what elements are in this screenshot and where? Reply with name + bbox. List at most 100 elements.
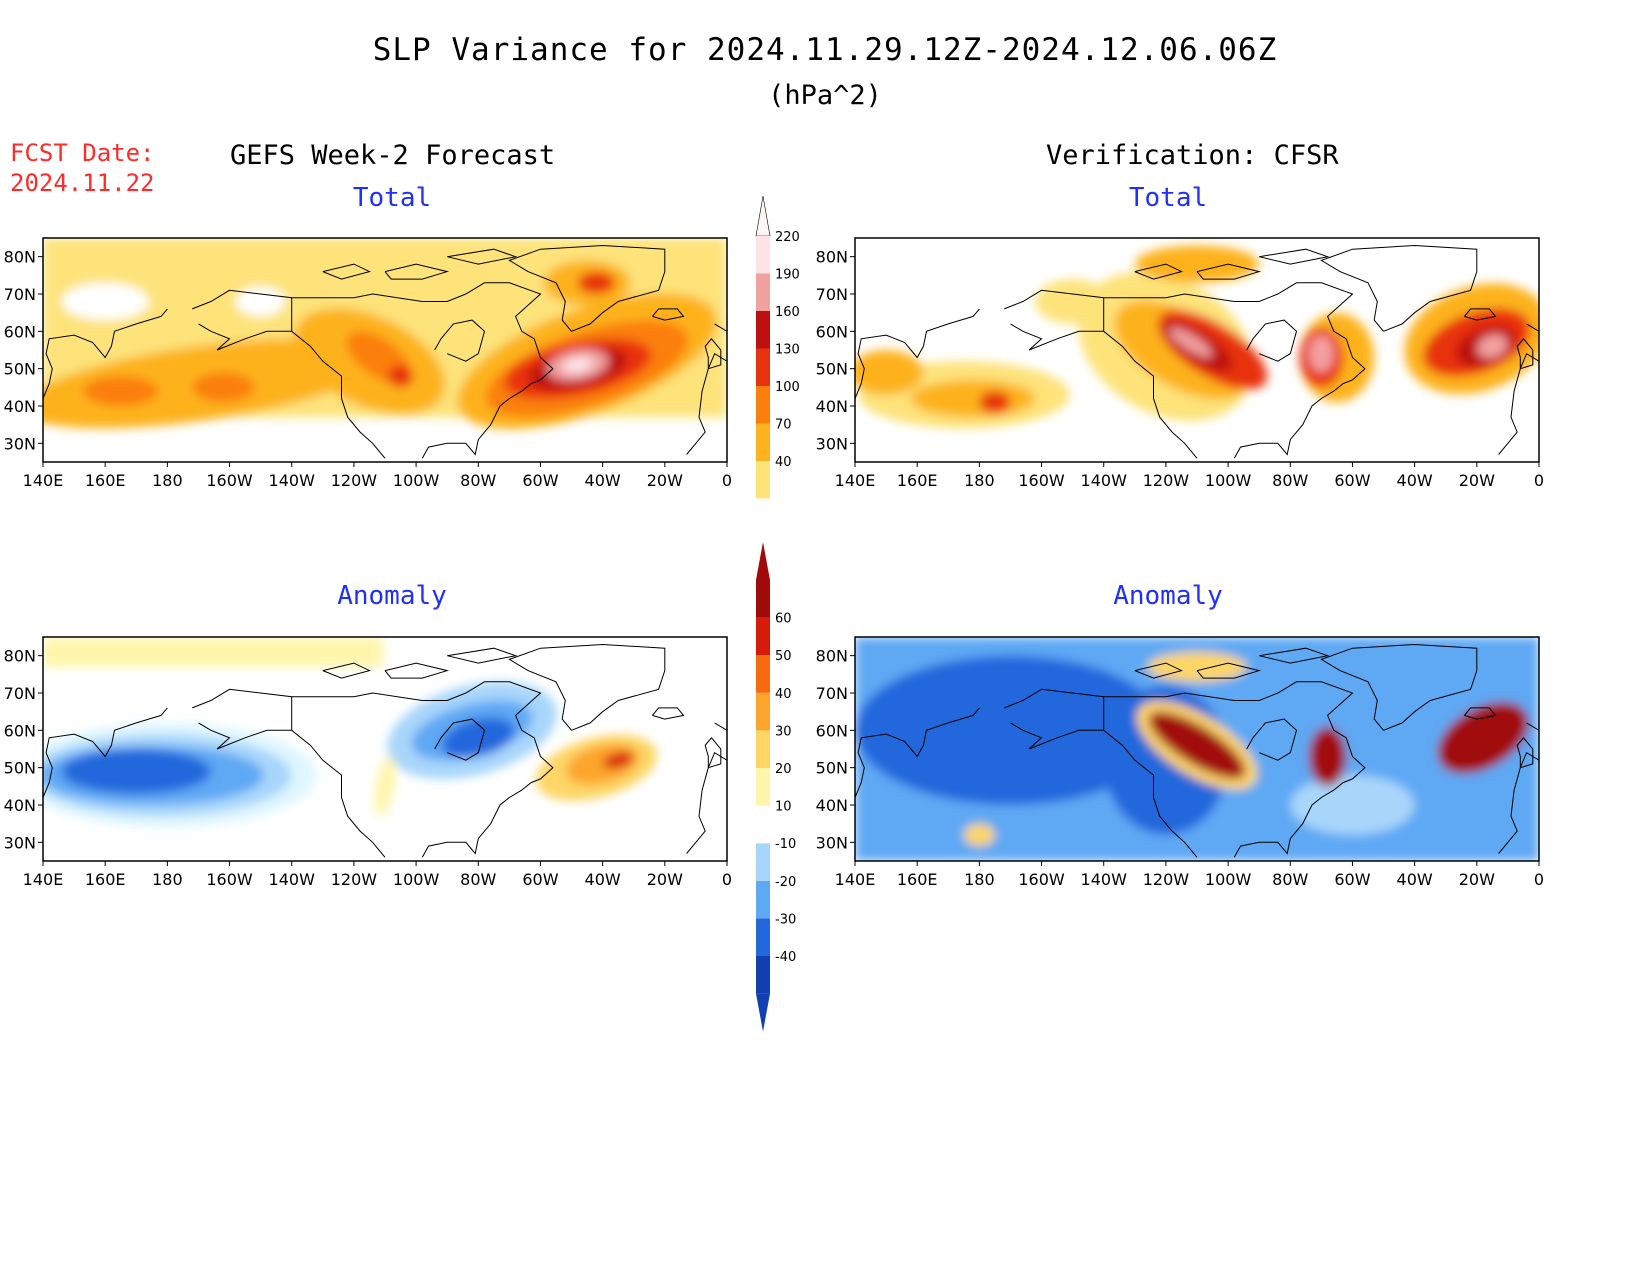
coastline xyxy=(652,308,685,321)
lon-label: 20W xyxy=(647,471,683,490)
right-column-title: Verification: CFSR xyxy=(1046,140,1339,171)
lon-label: 60W xyxy=(1334,471,1370,490)
coastline xyxy=(1516,338,1534,370)
contour-shading xyxy=(577,271,616,294)
coastline xyxy=(192,289,293,351)
lat-label: 30N xyxy=(4,833,36,852)
lon-label: 60W xyxy=(522,471,558,490)
lat-label: 80N xyxy=(816,647,848,666)
lon-label: 140W xyxy=(269,870,316,889)
lon-label: 120W xyxy=(331,471,378,490)
lat-label: 50N xyxy=(816,360,848,379)
lon-label: 80W xyxy=(460,870,496,889)
colorbar-tick-label: 10 xyxy=(775,800,792,815)
lon-label: 160W xyxy=(206,870,253,889)
contour-shading xyxy=(562,357,594,373)
panel-label-forecast-anomaly: Anomaly xyxy=(337,581,447,611)
coastline xyxy=(1103,330,1198,459)
lon-label: 120W xyxy=(331,870,378,889)
shaded-field xyxy=(43,238,727,462)
coastline xyxy=(714,722,727,731)
lat-label: 70N xyxy=(4,684,36,703)
lon-label: 80W xyxy=(1272,471,1308,490)
coastline xyxy=(421,778,541,858)
lon-label: 160E xyxy=(85,870,126,889)
lon-label: 140W xyxy=(1081,471,1128,490)
lat-label: 60N xyxy=(4,721,36,740)
coastline xyxy=(1134,263,1183,280)
coastline xyxy=(1320,643,1478,731)
map-frame xyxy=(42,237,728,463)
chart-title: SLP Variance for 2024.11.29.12Z-2024.12.… xyxy=(372,32,1278,68)
map-verification-anomaly: 80N 70N 60N 50N 40N 30N 140E 160E 180 160W 140W 120… xyxy=(816,636,1544,889)
coastline xyxy=(1526,323,1539,332)
lat-label: 80N xyxy=(4,248,36,267)
colorbar-tick-label: 30 xyxy=(775,724,792,739)
contour-shading xyxy=(374,756,396,816)
lon-label: 0 xyxy=(1534,471,1544,490)
shaded-field xyxy=(855,637,1539,861)
contour-shading xyxy=(1308,726,1347,787)
colorbar-tick-label: 50 xyxy=(775,649,792,664)
lon-label: 0 xyxy=(722,471,732,490)
map-axes: 80N 70N 60N 50N 40N 30N 140E 160E 180 160W 140W 120… xyxy=(4,237,732,490)
coastline xyxy=(447,647,518,664)
coastline xyxy=(1004,688,1105,750)
lon-label: 120W xyxy=(1143,471,1190,490)
lon-label: 100W xyxy=(393,471,440,490)
colorbar-total: 40 70 100 130 160 190 220 xyxy=(755,195,800,499)
lon-label: 0 xyxy=(1534,870,1544,889)
coastline xyxy=(1103,681,1366,780)
lon-label: 140E xyxy=(835,870,876,889)
forecast-date-block: FCST Date: 2024.11.22 xyxy=(10,138,155,198)
lon-label: 160W xyxy=(1018,471,1065,490)
lon-label: 0 xyxy=(722,870,732,889)
coastline xyxy=(714,323,727,332)
lon-label: 20W xyxy=(647,870,683,889)
contour-shading xyxy=(43,637,383,667)
coastline xyxy=(686,751,727,854)
lon-label: 80W xyxy=(460,471,496,490)
lon-label: 60W xyxy=(1334,870,1370,889)
colorbar-extension xyxy=(756,542,770,580)
colorbar-segment xyxy=(756,880,770,919)
lon-label: 160E xyxy=(85,471,126,490)
shaded-field xyxy=(43,637,727,861)
map-verification-total: 80N 70N 60N 50N 40N 30N 140E 160E 180 160W 140W 120… xyxy=(816,237,1544,490)
lon-label: 100W xyxy=(393,870,440,889)
contour-shading xyxy=(1169,327,1213,358)
contour-shading xyxy=(1290,775,1415,835)
coastline xyxy=(1259,248,1330,265)
coastline xyxy=(43,707,168,798)
lat-label: 70N xyxy=(816,684,848,703)
contour-shading xyxy=(1134,245,1260,283)
colorbar-segment xyxy=(756,273,770,311)
lat-label: 30N xyxy=(816,833,848,852)
coastline xyxy=(1246,718,1298,761)
map-frame xyxy=(854,237,1540,463)
contour-shading xyxy=(1477,334,1508,359)
coastline xyxy=(1526,722,1539,731)
lon-label: 180 xyxy=(964,870,995,889)
coastline xyxy=(43,308,168,399)
panel-label-verification-total: Total xyxy=(1128,183,1208,213)
colorbar-segment xyxy=(756,918,770,956)
coastline xyxy=(1134,662,1183,679)
colorbar-tick-label: -10 xyxy=(775,837,796,852)
contour-layer xyxy=(43,238,727,430)
lon-label: 120W xyxy=(1143,870,1190,889)
map-frame xyxy=(854,636,1540,862)
colorbar-segment xyxy=(756,692,770,731)
coastline xyxy=(291,330,386,459)
shaded-field xyxy=(855,238,1539,462)
coastline xyxy=(1498,751,1539,854)
lon-label: 100W xyxy=(1205,471,1252,490)
coastline xyxy=(1246,319,1298,362)
colorbar-tick-label: 40 xyxy=(775,455,792,470)
colorbar-segment xyxy=(756,730,770,768)
coastline xyxy=(855,308,980,399)
colorbar-segment xyxy=(756,805,770,844)
lat-label: 50N xyxy=(816,759,848,778)
colorbar-segment xyxy=(756,461,770,499)
lat-label: 60N xyxy=(816,721,848,740)
